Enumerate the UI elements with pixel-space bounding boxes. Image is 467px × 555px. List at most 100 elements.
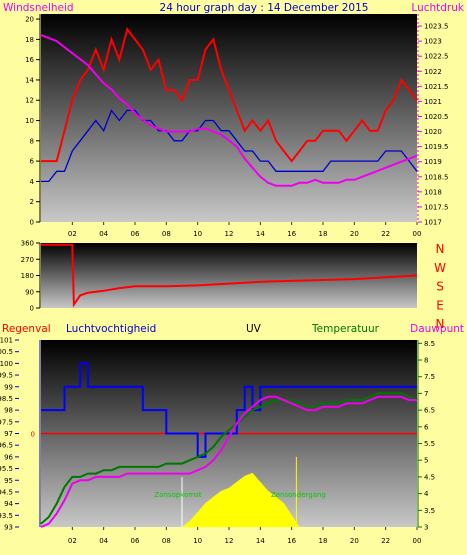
x-tick-label: 08 xyxy=(162,537,171,545)
x-tick-label: 10 xyxy=(193,230,202,238)
x-tick-label: 20 xyxy=(350,230,359,238)
y-tick-label: 180 xyxy=(21,272,34,280)
x-tick-label: 20 xyxy=(350,537,359,545)
y-tick-label: 8 xyxy=(424,357,428,365)
y-tick-label: 4 xyxy=(424,490,429,498)
y-tick-label: 95.5 xyxy=(0,465,13,473)
y-tick-label: 1021 xyxy=(424,98,442,106)
x-tick-label: 12 xyxy=(225,230,234,238)
y-tick-label: 0 xyxy=(30,305,34,313)
sunset-label: Zonsondergang xyxy=(271,491,326,499)
x-tick-label: 14 xyxy=(256,230,265,238)
y-tick-label: 270 xyxy=(21,256,34,264)
plot-area xyxy=(41,14,417,222)
wind-pressure-panel: 0246810121416182010171017.510181018.5101… xyxy=(25,14,449,238)
page-title: 24 hour graph day : 14 December 2015 xyxy=(160,2,369,14)
dewpoint-line xyxy=(40,395,417,528)
y-tick-label: 6 xyxy=(30,158,35,166)
direction-label: E xyxy=(436,298,444,312)
y-tick-label: 16 xyxy=(25,56,34,64)
y-tick-label: 98.5 xyxy=(0,395,13,403)
x-tick-label: 14 xyxy=(256,537,265,545)
y-tick-label: 1023 xyxy=(424,38,442,46)
uv-legend: UV xyxy=(246,323,262,335)
y-tick-label: 8.5 xyxy=(424,340,435,348)
y-tick-label: 3 xyxy=(424,524,428,532)
x-tick-label: 18 xyxy=(319,230,328,238)
x-tick-label: 00 xyxy=(413,230,422,238)
y-tick-label: 2 xyxy=(30,198,34,206)
x-tick-label: 18 xyxy=(319,537,328,545)
x-tick-label: 16 xyxy=(287,537,296,545)
y-tick-label: 5 xyxy=(424,457,428,465)
y-tick-label: 94.5 xyxy=(0,488,13,496)
y-tick-label: 1018 xyxy=(424,188,442,196)
y-tick-label: 97.5 xyxy=(0,418,13,426)
y-tick-label: 1021.5 xyxy=(424,83,449,91)
wind-gust-line xyxy=(41,26,418,163)
direction-label: N xyxy=(436,317,445,331)
y-tick-label: 0 xyxy=(30,219,34,227)
y-tick-label: 1019 xyxy=(424,158,442,166)
x-tick-label: 02 xyxy=(68,230,77,238)
rain-tick-label: 0 xyxy=(31,431,35,439)
x-tick-label: 04 xyxy=(99,230,108,238)
uv-area xyxy=(41,472,417,527)
rain-legend: Regenval xyxy=(2,323,51,335)
y-tick-label: 1022.5 xyxy=(424,53,449,61)
temperature-line xyxy=(40,392,418,525)
wind-speed-label: Windsnelheid xyxy=(3,2,74,14)
temperature-legend: Temperatuur xyxy=(311,323,380,335)
wind-direction-line xyxy=(41,243,418,308)
y-tick-label: 3.5 xyxy=(424,507,435,515)
x-tick-label: 06 xyxy=(131,537,140,545)
x-tick-label: 10 xyxy=(193,537,202,545)
y-tick-label: 4.5 xyxy=(424,473,435,481)
x-tick-label: 08 xyxy=(162,230,171,238)
y-tick-label: 360 xyxy=(21,240,34,248)
x-tick-label: 12 xyxy=(225,537,234,545)
y-tick-label: 6.5 xyxy=(424,407,435,415)
y-tick-label: 94 xyxy=(4,500,13,508)
y-tick-label: 97 xyxy=(4,430,13,438)
y-tick-label: 4 xyxy=(30,178,35,186)
y-tick-label: 90 xyxy=(25,288,34,296)
pressure-label: Luchtdruk xyxy=(411,2,465,14)
y-tick-label: 14 xyxy=(25,76,34,84)
direction-label: S xyxy=(436,280,444,294)
x-tick-label: 06 xyxy=(131,230,140,238)
x-tick-label: 00 xyxy=(413,537,422,545)
y-tick-label: 7 xyxy=(424,390,428,398)
x-tick-label: 22 xyxy=(381,537,390,545)
climate-panel: 93 93.5 94 94.5 95 95.5 96 96.5 97 97.5 98 98.5 99 99… xyxy=(0,337,435,546)
y-tick-label: 7.5 xyxy=(424,373,435,381)
y-tick-label: 5.5 xyxy=(424,440,435,448)
y-tick-label: 99.5 xyxy=(0,372,13,380)
y-tick-label: 1018.5 xyxy=(424,173,449,181)
y-tick-label: 1023.5 xyxy=(424,23,449,31)
y-tick-label: 20 xyxy=(25,16,34,24)
humidity-legend: Luchtvochtigheid xyxy=(66,323,156,335)
y-tick-label: 95 xyxy=(4,477,13,485)
y-tick-label: 6 xyxy=(424,423,429,431)
y-tick-label: 8 xyxy=(30,137,34,145)
y-tick-label: 100.5 xyxy=(0,348,13,356)
y-tick-label: 100 xyxy=(0,360,13,368)
y-tick-label: 1017.5 xyxy=(424,203,449,211)
humidity-line xyxy=(41,362,417,458)
sunrise-label: Zonsopkomst xyxy=(154,491,201,499)
y-tick-label: 1020 xyxy=(424,128,442,136)
direction-label: W xyxy=(434,261,446,275)
y-tick-label: 1022 xyxy=(424,68,442,76)
y-tick-label: 93.5 xyxy=(0,512,13,520)
y-tick-label: 1019.5 xyxy=(424,143,449,151)
y-tick-label: 1020.5 xyxy=(424,113,449,121)
y-tick-label: 96.5 xyxy=(0,442,13,450)
y-tick-label: 18 xyxy=(25,36,34,44)
wind-average-line xyxy=(41,109,418,183)
plot-area xyxy=(41,243,417,308)
y-tick-label: 99 xyxy=(4,383,13,391)
y-tick-label: 93 xyxy=(4,524,13,532)
